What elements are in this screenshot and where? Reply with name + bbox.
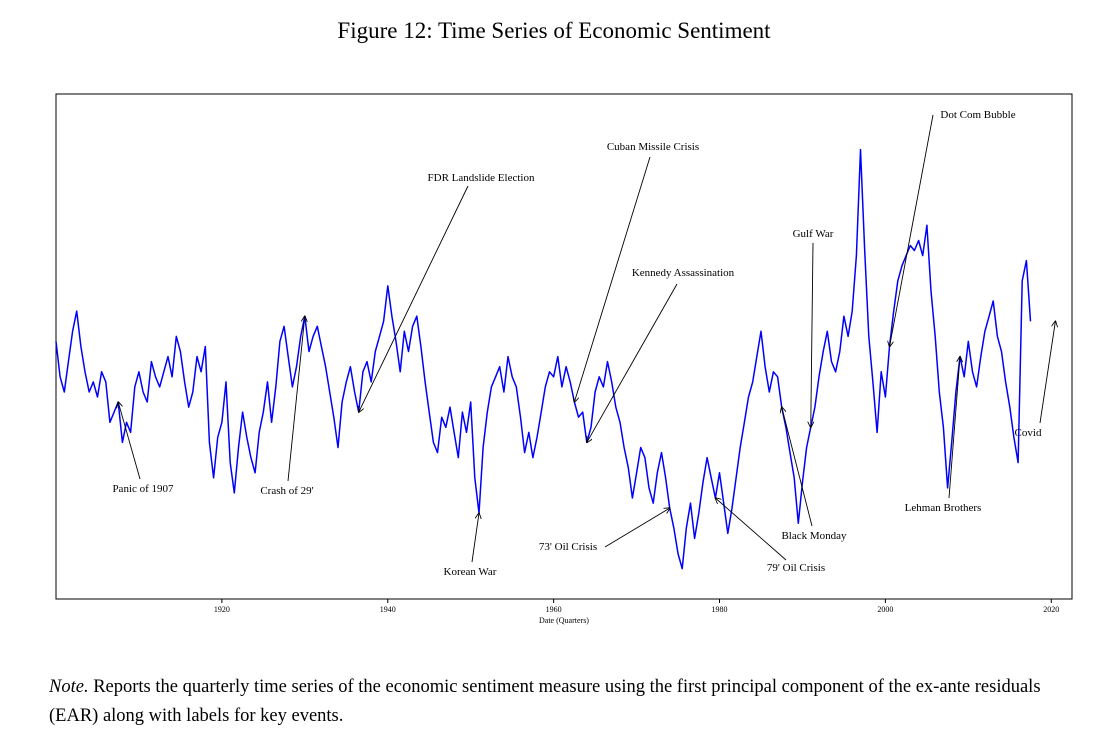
sentiment-series-line: [55, 148, 1032, 570]
x-tick-label-2000: 2000: [877, 605, 893, 614]
annotation-arrow-fdr-landslide-election: [359, 185, 469, 412]
note-text: Reports the quarterly time series of the…: [49, 677, 1041, 726]
annotation-arrow-black-monday: [782, 407, 813, 527]
annotation-arrow-lehman-brothers: [948, 357, 960, 499]
annotation-label-cuban-missile-crisis: Cuban Missile Crisis: [607, 141, 699, 153]
annotation-label-dot-com-bubble: Dot Com Bubble: [940, 109, 1015, 121]
annotation-label-kennedy-assassination: Kennedy Assassination: [632, 267, 735, 279]
annotation-label-korean-war: Korean War: [444, 566, 497, 578]
annotation-label-lehman-brothers: Lehman Brothers: [905, 502, 982, 514]
annotation-arrow-79-oil-crisis: [715, 498, 787, 561]
x-axis-label: Date (Quarters): [539, 616, 589, 625]
plot-frame: [55, 93, 1073, 600]
x-tick-label-1920: 1920: [214, 605, 230, 614]
figure-note: Note. Reports the quarterly time series …: [49, 673, 1089, 731]
x-tick-label-2020: 2020: [1043, 605, 1059, 614]
x-tick-label-1960: 1960: [546, 605, 562, 614]
annotation-arrow-73-oil-crisis: [604, 508, 670, 548]
annotation-arrow-cuban-missile-crisis: [574, 156, 651, 402]
x-tick-label-1940: 1940: [380, 605, 396, 614]
annotation-label-covid: Covid: [1015, 427, 1042, 439]
annotation-arrow-kennedy-assassination: [587, 283, 678, 442]
annotation-arrow-covid: [1039, 321, 1055, 424]
annotation-label-79-oil-crisis: 79' Oil Crisis: [767, 562, 825, 574]
annotation-label-fdr-landslide-election: FDR Landslide Election: [428, 172, 535, 184]
annotation-arrow-gulf-war: [811, 242, 813, 427]
annotation-label-crash-of-29: Crash of 29': [260, 485, 313, 497]
annotation-label-black-monday: Black Monday: [781, 530, 847, 542]
sentiment-chart: 1920 1940 1960 1980 2000 2020 Panic of 1907 Cr…: [55, 93, 1073, 625]
annotation-label-73-oil-crisis: 73' Oil Crisis: [539, 541, 597, 553]
annotation-arrow-crash-of-29: [287, 316, 305, 482]
x-tick-label-1980: 1980: [712, 605, 728, 614]
annotation-arrow-korean-war: [471, 513, 479, 563]
annotation-label-panic-of-1907: Panic of 1907: [112, 483, 174, 495]
annotation-label-gulf-war: Gulf War: [793, 228, 834, 240]
annotation-arrow-panic-of-1907: [118, 402, 141, 480]
annotation-arrow-dot-com-bubble: [890, 114, 934, 347]
note-label: Note.: [49, 677, 89, 697]
figure-title: Figure 12: Time Series of Economic Senti…: [337, 18, 771, 43]
